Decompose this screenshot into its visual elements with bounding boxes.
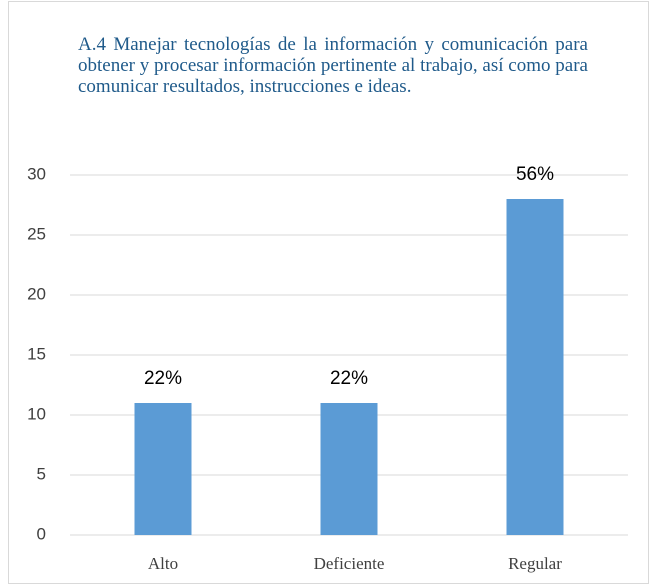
- x-tick-label: Alto: [148, 554, 178, 573]
- y-tick-label: 15: [27, 344, 46, 363]
- bar: [506, 199, 564, 535]
- bar: [134, 403, 192, 535]
- data-label: 56%: [516, 164, 554, 185]
- chart-border: [8, 1, 649, 584]
- y-tick-label: 0: [37, 524, 46, 543]
- y-tick-label: 20: [27, 284, 46, 303]
- data-label: 22%: [144, 368, 182, 389]
- y-tick-label: 30: [27, 164, 46, 183]
- chart-title: A.4 Manejar tecnologías de la informació…: [78, 34, 588, 97]
- y-tick-label: 25: [27, 224, 46, 243]
- x-tick-label: Deficiente: [314, 554, 385, 573]
- x-tick-label: Regular: [508, 554, 562, 573]
- y-tick-label: 5: [37, 464, 46, 483]
- y-tick-label: 10: [27, 404, 46, 423]
- bar: [320, 403, 378, 535]
- data-label: 22%: [330, 368, 368, 389]
